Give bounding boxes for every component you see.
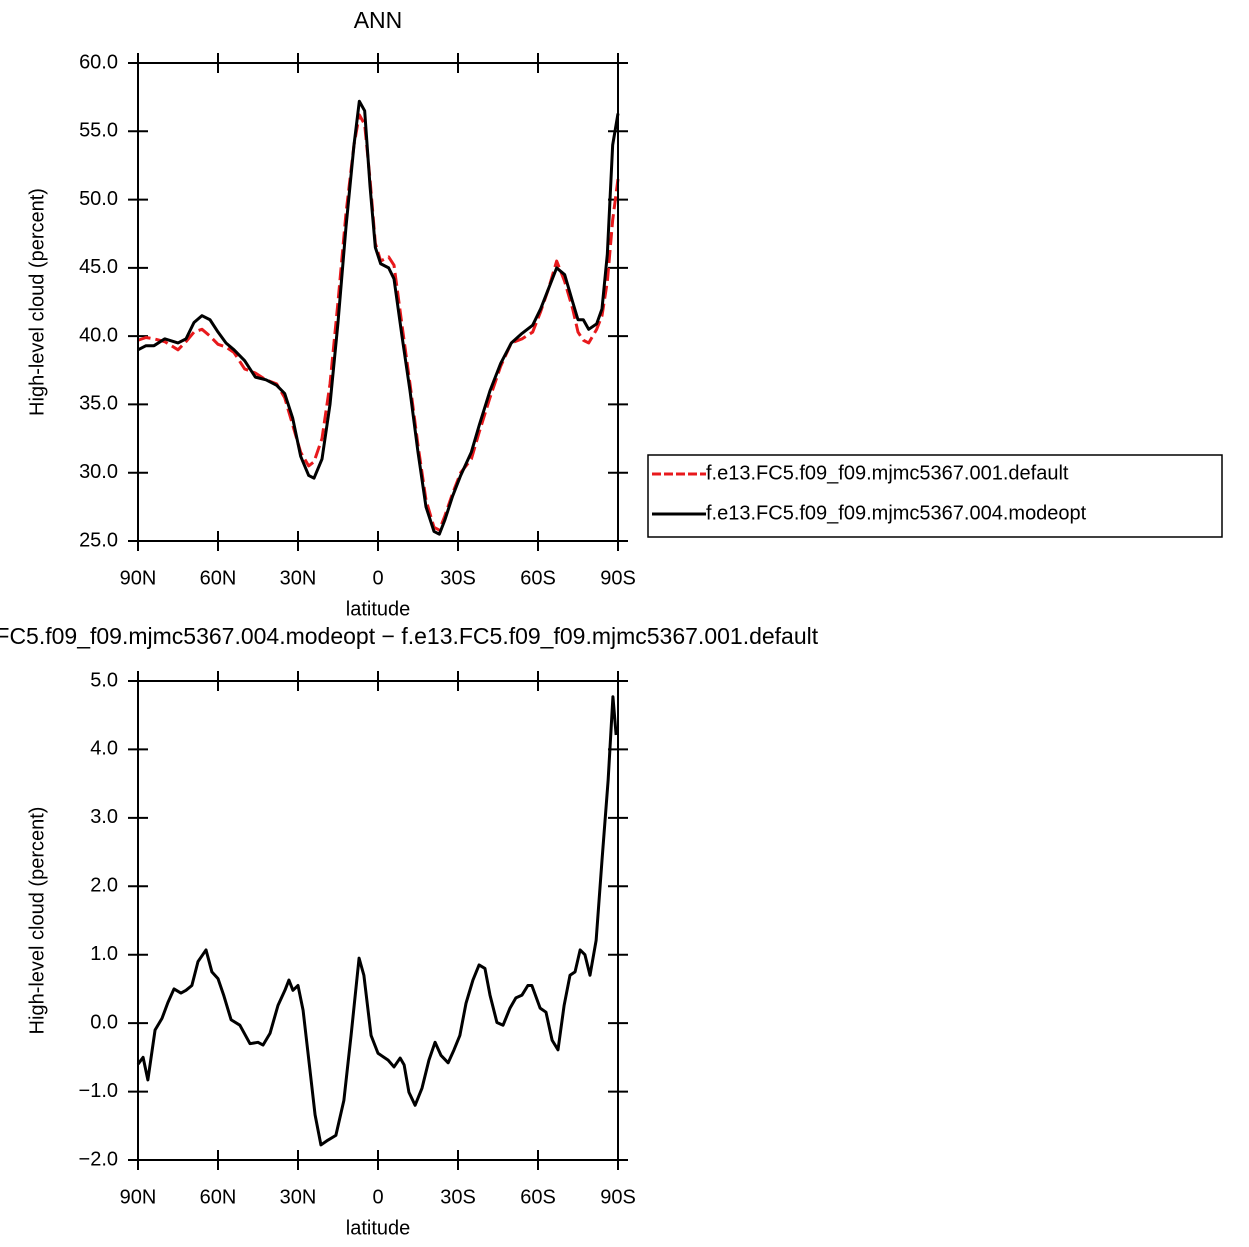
y-tick-label: 3.0 — [90, 806, 118, 828]
y-tick-label: 4.0 — [90, 738, 118, 760]
x-tick-label: 60N — [200, 567, 237, 589]
x-tick-label: 0 — [372, 567, 383, 589]
y-tick-label: 45.0 — [79, 256, 118, 278]
chart-title: f.e13.FC5.f09_f09.mjmc5367.004.modeopt −… — [0, 623, 819, 649]
y-tick-label: 25.0 — [79, 529, 118, 551]
plot-frame — [137, 680, 619, 1161]
y-tick-label: 40.0 — [79, 324, 118, 346]
y-axis-label: High-level cloud (percent) — [26, 807, 48, 1035]
x-tick-label: 90S — [600, 1186, 636, 1208]
y-tick-label: 2.0 — [90, 875, 118, 897]
y-tick-label: 5.0 — [90, 669, 118, 691]
x-tick-label: 90N — [120, 1186, 157, 1208]
x-axis-label: latitude — [346, 598, 411, 620]
y-tick-label: 50.0 — [79, 188, 118, 210]
legend-label: f.e13.FC5.f09_f09.mjmc5367.001.default — [706, 462, 1069, 484]
y-tick-label: 1.0 — [90, 943, 118, 965]
x-tick-label: 60S — [520, 567, 556, 589]
x-tick-label: 0 — [372, 1186, 383, 1208]
x-tick-label: 30N — [280, 1186, 317, 1208]
y-tick-label: 60.0 — [79, 51, 118, 73]
x-tick-label: 90S — [600, 567, 636, 589]
x-tick-label: 30S — [440, 567, 476, 589]
y-tick-label: 30.0 — [79, 461, 118, 483]
x-axis-label: latitude — [346, 1217, 411, 1239]
y-tick-label: 0.0 — [90, 1011, 118, 1033]
x-tick-label: 30S — [440, 1186, 476, 1208]
plot-frame — [137, 62, 619, 542]
y-tick-label: −1.0 — [79, 1080, 118, 1102]
legend-box — [647, 454, 1223, 538]
chart-title: ANN — [354, 7, 403, 33]
x-tick-label: 90N — [120, 567, 157, 589]
y-tick-label: 35.0 — [79, 393, 118, 415]
series-line — [137, 99, 620, 536]
legend-label: f.e13.FC5.f09_f09.mjmc5367.004.modeopt — [706, 502, 1087, 524]
series-line — [137, 113, 620, 532]
y-tick-label: 55.0 — [79, 120, 118, 142]
x-tick-label: 30N — [280, 567, 317, 589]
data-line — [136, 695, 618, 1147]
y-axis-label: High-level cloud (percent) — [26, 188, 48, 416]
x-tick-label: 60N — [200, 1186, 237, 1208]
x-tick-label: 60S — [520, 1186, 556, 1208]
y-tick-label: −2.0 — [79, 1148, 118, 1170]
